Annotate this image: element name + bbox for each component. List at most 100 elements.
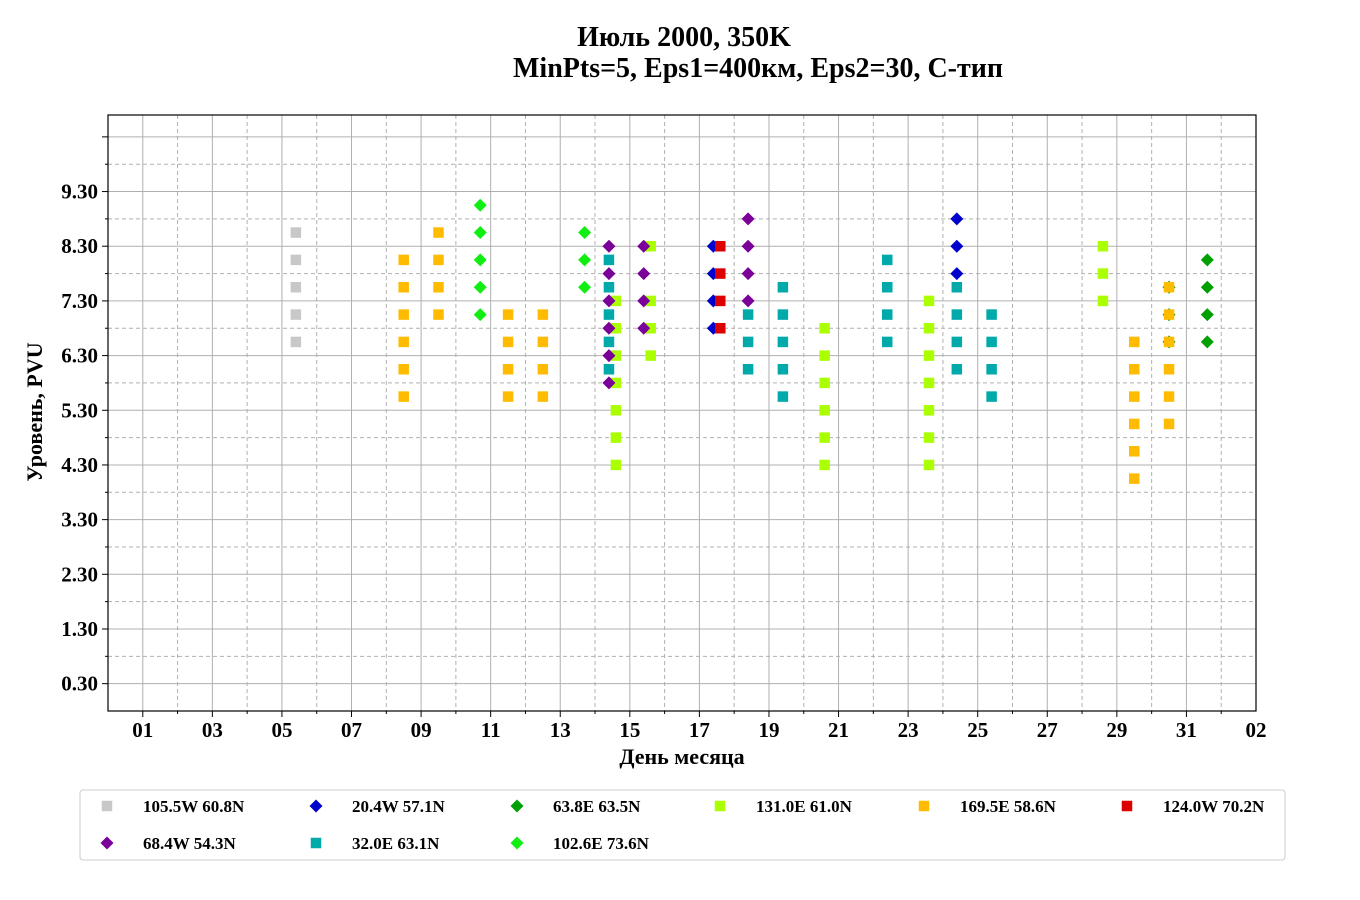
y-tick-label: 8.30 [61, 234, 98, 258]
data-point [502, 391, 514, 402]
data-point [881, 336, 893, 348]
data-point [986, 364, 997, 375]
data-point [777, 336, 789, 348]
x-tick-label: 31 [1176, 718, 1197, 742]
chart-title-line1: Июль 2000, 350K [577, 22, 791, 53]
data-point [398, 309, 409, 320]
data-point [1128, 336, 1140, 348]
data-point [602, 376, 616, 390]
x-tick-label: 13 [550, 718, 571, 742]
data-point [741, 294, 755, 308]
series [602, 212, 755, 390]
data-point [433, 281, 444, 293]
legend-label: 32.0E 63.1N [352, 834, 440, 853]
data-point [502, 336, 514, 348]
data-point [433, 227, 444, 238]
data-point [433, 254, 444, 266]
data-point [923, 377, 935, 389]
series [290, 227, 302, 348]
data-point [1128, 391, 1140, 402]
data-point [881, 281, 893, 293]
data-point [986, 391, 997, 402]
legend-marker [309, 799, 323, 813]
data-point [602, 267, 616, 281]
grid [108, 115, 1256, 711]
data-point [881, 254, 893, 266]
legend-label: 169.5E 58.6N [960, 797, 1057, 816]
data-point [1200, 253, 1214, 267]
data-point [777, 391, 789, 402]
y-axis-label: Уровень, PVU [22, 342, 47, 481]
data-point [1163, 336, 1175, 348]
plot-frame [107, 114, 1257, 712]
legend-marker [510, 799, 524, 813]
data-point [1097, 240, 1109, 252]
data-point [473, 280, 487, 294]
y-tick-label: 5.30 [61, 398, 98, 422]
data-point [578, 280, 592, 294]
series [603, 254, 997, 402]
x-tick-label: 15 [619, 718, 640, 742]
legend-label: 68.4W 54.3N [143, 834, 236, 853]
data-point [610, 377, 622, 389]
x-tick-label: 25 [967, 718, 988, 742]
data-point [602, 239, 616, 253]
x-tick-label: 27 [1037, 718, 1058, 742]
legend-entry: 68.4W 54.3N [100, 834, 236, 853]
data-point [398, 336, 409, 348]
data-point [777, 281, 789, 293]
y-tick-label: 1.30 [61, 617, 98, 641]
y-tick-label: 7.30 [61, 289, 98, 313]
data-point [645, 350, 656, 361]
data-point [578, 226, 592, 240]
data-point [645, 240, 656, 252]
x-tick-label: 07 [341, 718, 362, 742]
data-point [777, 309, 789, 320]
legend-label: 20.4W 57.1N [352, 797, 445, 816]
data-point [637, 267, 651, 281]
legend-marker [510, 836, 524, 850]
data-point [603, 309, 615, 320]
data-point [1097, 268, 1109, 279]
data-point [537, 364, 549, 375]
legend-entry: 20.4W 57.1N [309, 797, 445, 816]
data-point [742, 309, 754, 320]
series [398, 227, 1175, 484]
data-point [610, 405, 622, 416]
legend-marker [1121, 800, 1133, 812]
data-point [473, 308, 487, 322]
data-point [819, 405, 830, 416]
data-point [951, 309, 963, 320]
data-point [819, 377, 830, 389]
legend-marker [101, 800, 113, 812]
data-point [741, 267, 755, 281]
legend-entry: 169.5E 58.6N [918, 797, 1057, 816]
data-point [537, 309, 549, 320]
legend-label: 63.8E 63.5N [553, 797, 641, 816]
data-point [290, 281, 302, 293]
data-point [398, 281, 409, 293]
data-point [1163, 418, 1175, 430]
legend-label: 105.5W 60.8N [143, 797, 245, 816]
y-tick-label: 9.30 [61, 180, 98, 204]
data-point [502, 364, 514, 375]
x-tick-label: 05 [271, 718, 292, 742]
legend-marker [310, 837, 322, 849]
data-point [602, 294, 616, 308]
data-point [1200, 280, 1214, 294]
data-point [923, 322, 935, 334]
data-point [923, 459, 935, 471]
data-point [1163, 309, 1175, 320]
data-point [473, 253, 487, 267]
data-point [986, 309, 997, 320]
data-point [951, 364, 963, 375]
data-point [603, 254, 615, 266]
y-tick-label: 0.30 [61, 672, 98, 696]
data-point [923, 405, 935, 416]
legend-entry: 32.0E 63.1N [310, 834, 440, 853]
data-point [637, 294, 651, 308]
x-tick-label: 02 [1246, 718, 1267, 742]
data-point [645, 322, 656, 334]
data-point [578, 253, 592, 267]
